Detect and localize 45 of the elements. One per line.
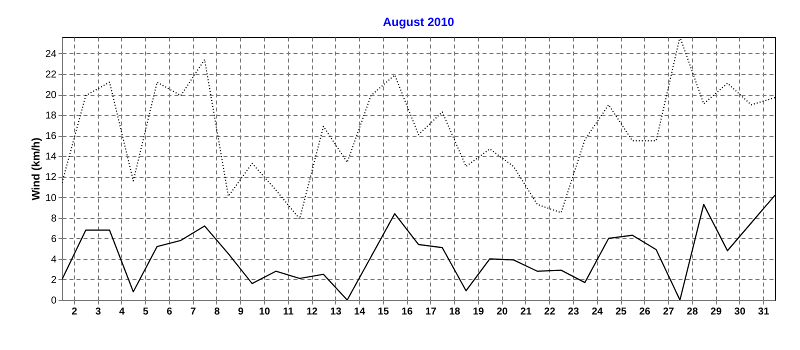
y-tick-label: 16	[45, 131, 57, 142]
x-tick-label: 26	[639, 306, 651, 318]
x-tick-label: 22	[544, 306, 556, 318]
x-tick-label: 4	[119, 306, 126, 318]
x-tick-label: 25	[615, 306, 628, 318]
y-tick-label: 20	[45, 90, 57, 102]
x-tick-label: 14	[354, 306, 366, 318]
x-tick-label: 19	[472, 306, 484, 318]
x-tick-label: 21	[520, 306, 532, 318]
x-tick-label: 17	[425, 306, 437, 318]
x-tick-label: 15	[378, 306, 390, 318]
x-tick-label: 10	[258, 306, 271, 318]
x-tick-label: 11	[282, 306, 294, 318]
y-tick-label: 12	[45, 172, 57, 184]
x-tick-label: 6	[166, 306, 173, 318]
x-tick-label: 16	[402, 306, 414, 318]
y-tick-label: 22	[45, 69, 57, 80]
x-tick-label: 5	[142, 306, 149, 318]
x-tick-label: 27	[662, 306, 675, 318]
y-tick-label: 10	[45, 192, 57, 204]
y-tick-label: 24	[45, 48, 57, 60]
x-tick-label: 28	[686, 306, 698, 318]
x-tick-label: 3	[95, 306, 102, 318]
chart-title: August 2010	[382, 15, 454, 29]
x-tick-label: 13	[330, 306, 342, 318]
x-tick-label: 31	[758, 306, 770, 318]
x-tick-label: 20	[496, 306, 508, 318]
x-tick-label: 23	[568, 306, 580, 318]
x-tick-label: 2	[72, 306, 78, 318]
x-tick-label: 18	[449, 306, 461, 318]
y-tick-label: 14	[45, 152, 57, 163]
y-tick-label: 18	[45, 110, 57, 122]
x-tick-label: 9	[238, 306, 244, 318]
x-tick-label: 7	[190, 306, 196, 318]
x-tick-label: 24	[592, 306, 604, 318]
x-tick-label: 29	[710, 306, 722, 318]
y-axis-title: Wind (km/h)	[30, 137, 42, 200]
y-tick-label: 8	[50, 213, 57, 224]
x-tick-label: 8	[214, 306, 220, 318]
y-tick-label: 6	[50, 234, 57, 245]
x-tick-label: 30	[734, 306, 746, 318]
y-tick-label: 0	[50, 296, 57, 306]
y-tick-label: 4	[50, 254, 57, 266]
x-tick-label: 12	[306, 306, 318, 318]
y-tick-label: 2	[50, 274, 57, 286]
